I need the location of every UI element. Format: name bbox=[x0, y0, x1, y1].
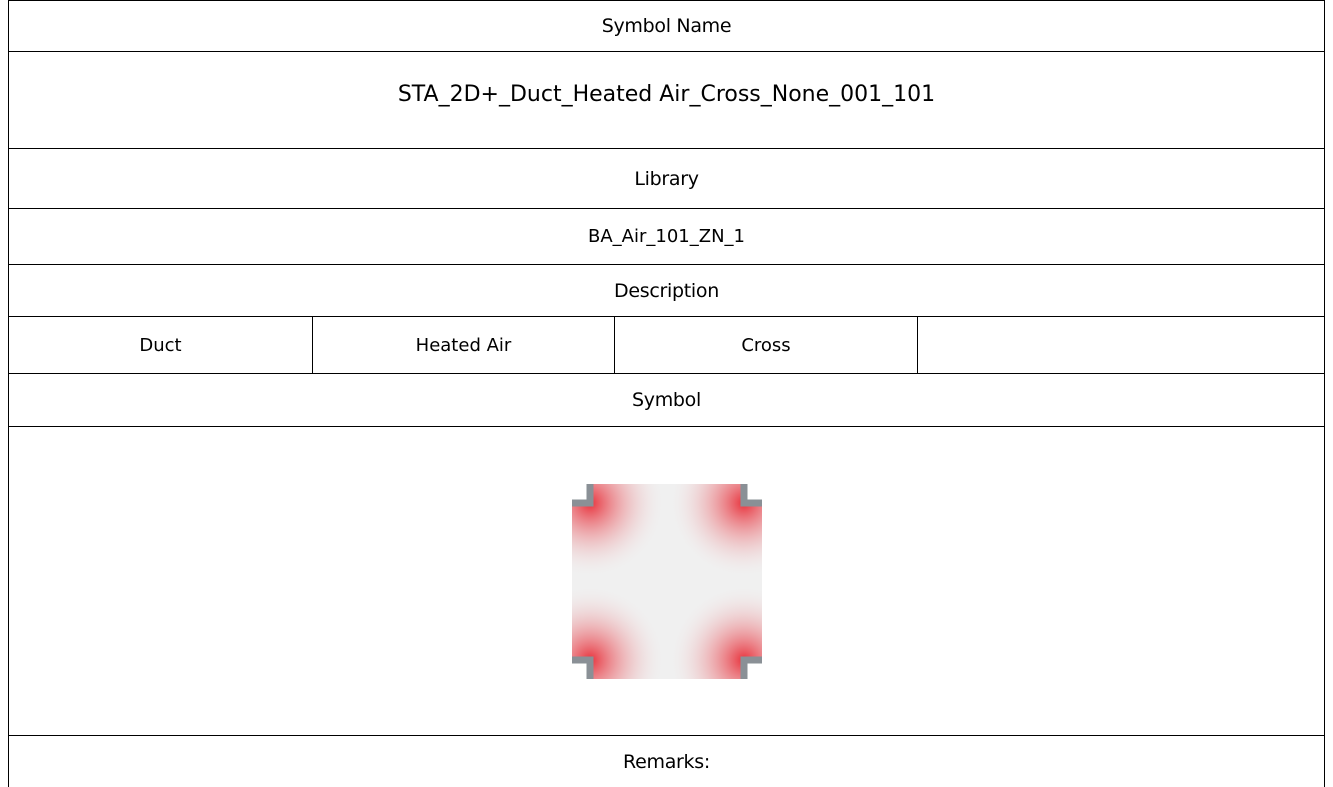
library: BA_Air_101_ZN_1 bbox=[8, 208, 1325, 264]
symbol-image bbox=[571, 483, 762, 679]
library-label: Library bbox=[8, 148, 1325, 208]
symbol-name-label: Symbol Name bbox=[8, 0, 1325, 51]
remarks-label: Remarks: bbox=[8, 735, 1325, 787]
description-cell: Heated Air bbox=[312, 316, 614, 373]
description-cell: Cross bbox=[614, 316, 917, 373]
description-label: Description bbox=[8, 264, 1325, 316]
description-cell-empty bbox=[917, 316, 1325, 373]
symbol-cell bbox=[8, 426, 1325, 735]
symbol-name: STA_2D+_Duct_Heated Air_Cross_None_001_1… bbox=[8, 51, 1325, 148]
symbol-label: Symbol bbox=[8, 373, 1325, 426]
description-cell: Duct bbox=[8, 316, 312, 373]
